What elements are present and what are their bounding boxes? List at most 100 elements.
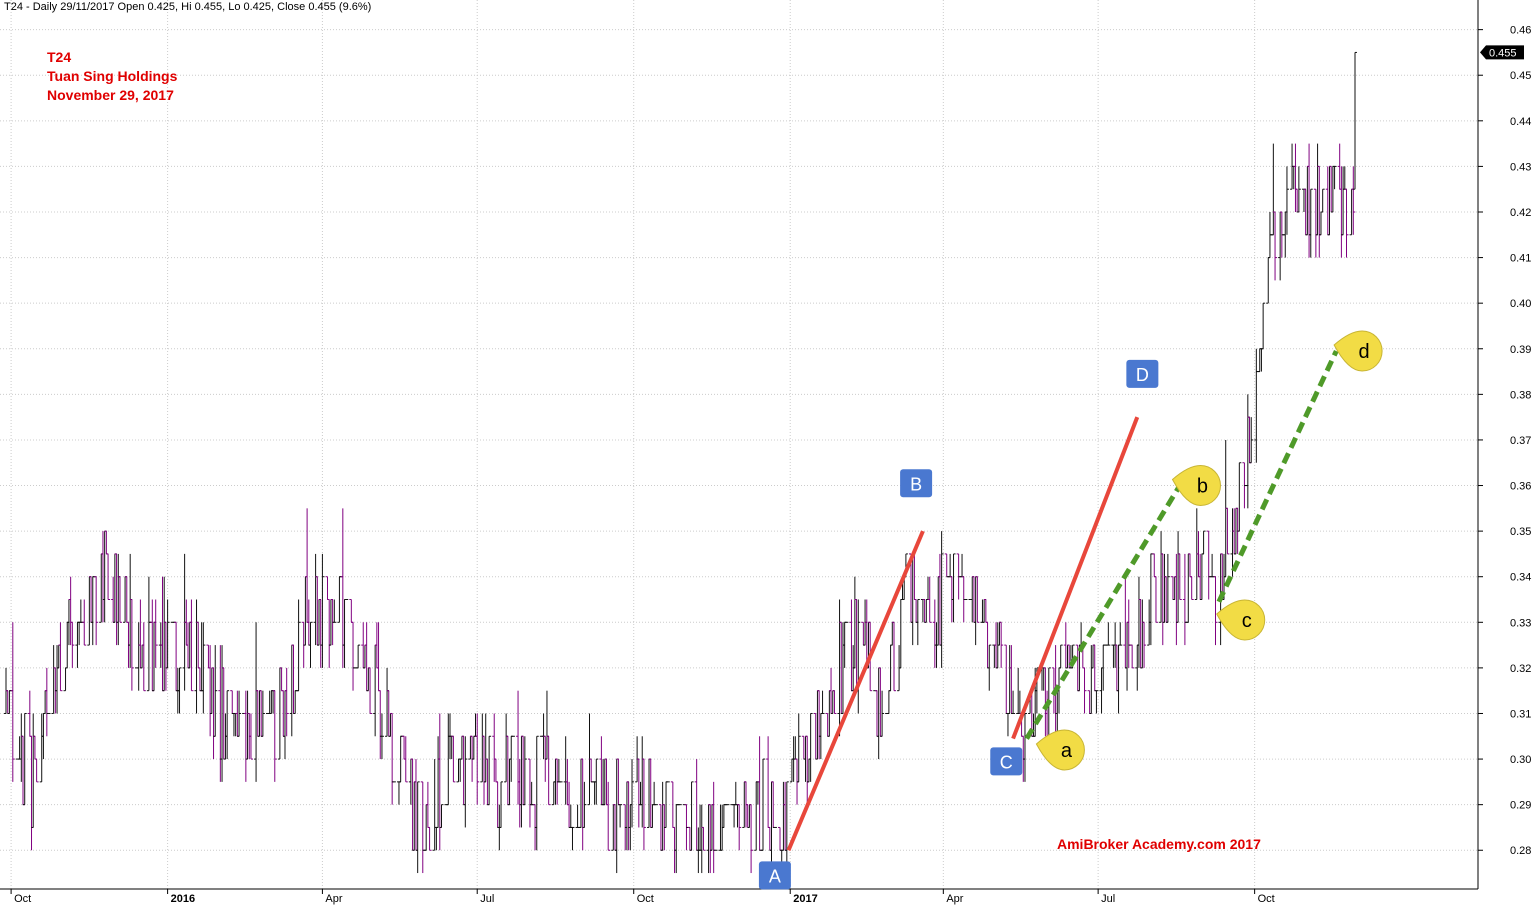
price-bar [1201,530,1206,555]
price-bar [351,621,356,691]
price-bar [10,622,15,782]
price-bar [796,713,801,783]
ohlc-bars [4,51,1357,874]
bubble-label-c: c [1216,599,1266,641]
price-bar [927,576,932,623]
price-bar [522,736,527,806]
price-bar [141,622,146,692]
price-bar [749,804,754,874]
price-bar [891,621,896,692]
price-bar [427,826,432,851]
x-tick-label: 2016 [171,893,195,905]
price-bar [189,599,194,692]
price-bar [1011,690,1016,714]
price-bar [1022,712,1027,782]
box-label-b: B [900,469,933,498]
price-bar [1165,553,1170,623]
price-bar [689,781,694,851]
box-label-c: C [990,747,1023,776]
price-bar [886,690,891,714]
watermark: AmiBroker Academy.com 2017 [1057,836,1261,852]
y-tick-label: 0.45 [1510,70,1531,82]
y-tick-label: 0.37 [1510,435,1531,447]
price-bar [1130,644,1135,669]
box-label-a: A [758,861,791,890]
y-tick-label: 0.31 [1510,708,1531,720]
trend-line [786,530,925,852]
price-bar [1308,188,1313,258]
price-bar [308,621,313,668]
price-bar [78,599,83,623]
price-bar [1177,553,1182,601]
bubble-label-d: d [1333,330,1383,372]
y-tick-label: 0.29 [1510,800,1531,812]
price-bar [618,804,623,828]
price-bar [641,758,646,851]
price-bar [1210,553,1215,578]
price-bar [951,553,956,623]
price-bar [701,826,706,851]
price-bar [284,667,289,737]
price-bar [820,690,825,714]
y-tick-label: 0.40 [1510,298,1531,310]
price-bar [732,804,737,828]
price-bar [272,690,277,782]
price-bar [1004,644,1009,714]
price-bar [34,758,39,783]
price-bar [944,553,949,578]
price-bar [1118,622,1123,646]
price-bar [325,576,330,601]
price-bar [296,599,301,692]
trend-line [1011,416,1140,740]
price-bar [213,645,218,737]
y-tick-label: 0.36 [1510,481,1531,493]
price-bar [463,736,468,828]
price-bar [106,553,111,601]
price-bar [1237,462,1242,532]
price-bar [915,599,920,646]
y-tick-label: 0.44 [1510,116,1531,128]
last-price-label: 0.455 [1489,47,1517,59]
price-bar [808,712,813,782]
x-tick-label: Oct [1258,893,1275,905]
price-bar [356,644,361,669]
y-tick-label: 0.43 [1510,161,1531,173]
price-bar [1353,51,1357,190]
dashed-trend-line [1216,349,1339,603]
y-tick-label: 0.30 [1510,754,1531,766]
price-bar [737,804,742,851]
ticker-symbol: T24 [47,49,72,65]
svg-text:a: a [1061,740,1073,762]
price-bar [975,576,980,623]
price-bar [499,781,504,828]
x-tick-label: Oct [14,893,31,905]
price-bar [582,781,587,828]
y-tick-label: 0.33 [1510,617,1531,629]
price-bar [1082,667,1087,714]
price-bar [22,712,27,806]
y-tick-label: 0.28 [1510,845,1531,857]
price-bar [1106,622,1111,646]
price-bar [58,622,63,692]
price-bar [153,599,158,668]
price-bar [349,599,354,623]
price-bar [415,781,420,874]
price-bar [129,599,134,691]
price-bar [420,781,425,874]
annotations: A B C Da b c d [758,330,1383,890]
bubble-label-a: a [1035,729,1085,771]
price-bar [778,826,783,851]
price-bar [63,667,68,692]
y-tick-label: 0.34 [1510,572,1531,584]
price-bar [939,531,944,668]
y-tick-label: 0.42 [1510,207,1531,219]
price-bar [999,621,1004,668]
price-bar [1284,166,1289,235]
price-bar [1273,211,1278,281]
y-tick-label: 0.32 [1510,663,1531,675]
price-bar [201,622,206,714]
price-bar [237,690,242,737]
y-tick-label: 0.39 [1510,344,1531,356]
price-bar [1249,417,1254,464]
price-bar [320,553,325,668]
